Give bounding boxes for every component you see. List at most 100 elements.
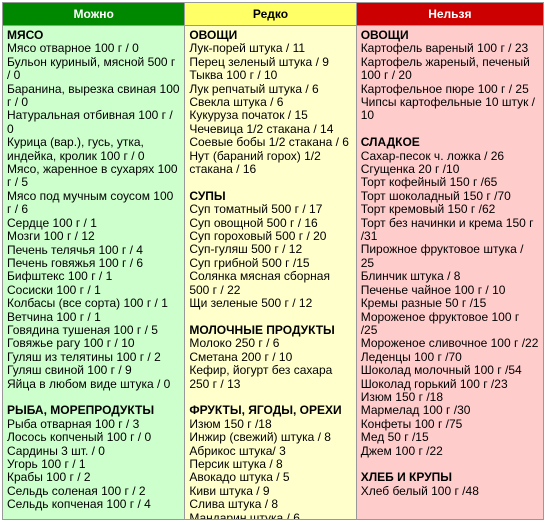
item: Рыба отварная 100 г / 3 <box>7 416 140 431</box>
item: Суп-гуляш 500 г / 12 <box>189 242 303 257</box>
item: Сельдь соленая 100 г / 2 <box>7 483 146 498</box>
item: Сардины 3 шт. / 0 <box>7 443 105 458</box>
item: Лосось копченый 100 г / 0 <box>7 430 152 445</box>
item: Мясо под мучным соусом 100 г / 6 <box>7 188 174 217</box>
item: Бульон куриный, мясной 500 г / 0 <box>7 54 176 83</box>
section: ОВОЩИ Картофель вареный 100 г / 23 Картофе… <box>360 28 539 123</box>
section-title: СУПЫ <box>189 188 226 203</box>
item: Сгущенка 20 г /10 <box>360 162 460 177</box>
item: Кремы разные 50 г /15 <box>360 296 487 311</box>
section-title: РЫБА, МОРЕПРОДУКТЫ <box>7 403 155 418</box>
item: Суп томатный 500 г / 17 <box>189 202 323 217</box>
item: Изюм 150 г /18 <box>189 416 272 431</box>
section: ФРУКТЫ, ЯГОДЫ, ОРЕХИ Изюм 150 г /18 Инжир … <box>189 403 351 519</box>
item: Авокадо штука / 5 <box>189 470 290 485</box>
item: Кукуруза початок / 15 <box>189 108 308 123</box>
item: Конфеты 100 г /75 <box>360 416 463 431</box>
column-body: ОВОЩИ Картофель вареный 100 г / 23 Картофе… <box>356 26 543 519</box>
column-header: Нельзя <box>356 3 543 26</box>
item: Мясо, жаренное в сухарях 100 г / 5 <box>7 162 178 190</box>
section-title: ФРУКТЫ, ЯГОДЫ, ОРЕХИ <box>189 403 342 418</box>
item: Крабы 100 г / 2 <box>7 470 91 485</box>
item: Угорь 100 г / 1 <box>7 456 86 471</box>
column: Редко ОВОЩИ Лук-порей штука / 11 Перец зеле… <box>185 3 357 519</box>
section-title: МЯСО <box>7 28 44 42</box>
item: Картофельное пюре 100 г / 25 <box>360 81 529 96</box>
column-header: Редко <box>185 3 356 26</box>
item: Соевые бобы 1/2 стакана / 6 <box>189 135 349 150</box>
item: Чечевица 1/2 стакана / 14 <box>189 121 334 136</box>
item: Мармелад 100 г /30 <box>360 403 471 418</box>
item: Сахар-песок ч. ложка / 26 <box>360 148 505 163</box>
section-title: ХЛЕБ И КРУПЫ <box>360 470 453 485</box>
column: Нельзя ОВОЩИ Картофель вареный 100 г / 23 К… <box>356 3 543 519</box>
item: Щи зеленые 500 г / 12 <box>189 296 313 311</box>
item: Мороженое фруктовое 100 г /25 <box>360 309 520 337</box>
item: Мандарин штука / 6 <box>189 510 300 519</box>
item: Картофель вареный 100 г / 23 <box>360 41 529 56</box>
section-title: СЛАДКОЕ <box>360 135 420 150</box>
section: СЛАДКОЕ Сахар-песок ч. ложка / 26 Сгущенка… <box>360 135 539 458</box>
item: Бифштекс 100 г / 1 <box>7 269 113 284</box>
item: Лук репчатый штука / 6 <box>189 81 319 96</box>
column: Можно МЯСО Мясо отварное 100 г / 0 Бульон к… <box>3 3 186 519</box>
item: Леденцы 100 г /70 <box>360 349 462 364</box>
item: Кефир, йогурт без сахара 250 г / 13 <box>189 363 333 391</box>
item: Баранина, вырезка свиная 100 г / 0 <box>7 81 180 110</box>
item: Суп гороховый 500 г / 20 <box>189 229 327 244</box>
section-title: ОВОЩИ <box>360 28 409 42</box>
section: СУПЫ Суп томатный 500 г / 17 Суп овощной 5… <box>189 188 351 311</box>
section-title: МОЛОЧНЫЕ ПРОДУКТЫ <box>189 322 335 337</box>
item: Торт кремовый 150 г /62 <box>360 202 496 217</box>
item: Пирожное фруктовое штука / 25 <box>360 242 524 270</box>
item: Перец зеленый штука / 9 <box>189 54 329 69</box>
item: Говядина тушеная 100 г / 5 <box>7 322 158 337</box>
item: Джем 100 г /22 <box>360 443 443 458</box>
item: Суп овощной 500 г / 16 <box>189 215 318 230</box>
item: Изюм 150 г /18 <box>360 389 444 404</box>
item: Чипсы картофельные 10 штук / 10 <box>360 95 535 123</box>
item: Шоколад горький 100 г /23 <box>360 376 508 391</box>
section: ХЛЕБ И КРУПЫ Хлеб белый 100 г /48 <box>360 470 539 498</box>
item: Гуляш из телятины 100 г / 2 <box>7 349 161 364</box>
item: Говяжье рагу 100 г / 10 <box>7 336 135 351</box>
item: Мороженое сливочное 100 г /22 <box>360 336 539 351</box>
item: Нут (бараний горох) 1/2 стакана / 16 <box>189 148 321 177</box>
section: ОВОЩИ Лук-порей штука / 11 Перец зеленый ш… <box>189 28 351 177</box>
item: Мед 50 г /15 <box>360 430 429 445</box>
item: Торт без начинки и крема 150 г /31 <box>360 215 534 244</box>
item: Сметана 200 г / 10 <box>189 349 293 364</box>
item: Торт шоколадный 150 г /70 <box>360 188 511 203</box>
section: МЯСО Мясо отварное 100 г / 0 Бульон курины… <box>7 28 180 391</box>
item: Абрикос штука/ 3 <box>189 443 286 458</box>
item: Сосиски 100 г / 1 <box>7 282 101 297</box>
column-body: ОВОЩИ Лук-порей штука / 11 Перец зеленый ш… <box>185 26 356 519</box>
item: Сердце 100 г / 1 <box>7 215 97 230</box>
item: Курица (вар.), гусь, утка, индейка, крол… <box>7 135 145 163</box>
item: Гуляш свиной 100 г / 9 <box>7 363 132 378</box>
item: Киви штука / 9 <box>189 483 270 498</box>
item: Солянка мясная сборная 500 г / 22 <box>189 269 330 297</box>
section-title: ОВОЩИ <box>189 28 238 42</box>
item: Хлеб белый 100 г /48 <box>360 483 479 498</box>
item: Сельдь копченая 100 г / 4 <box>7 497 151 512</box>
column-header: Можно <box>3 3 185 26</box>
item: Шоколад молочный 100 г /54 <box>360 363 522 378</box>
item: Персик штука / 8 <box>189 456 283 471</box>
item: Слива штука / 8 <box>189 497 279 512</box>
item: Печень телячья 100 г / 4 <box>7 242 143 257</box>
item: Блинчик штука / 8 <box>360 269 461 284</box>
item: Печень говяжья 100 г / 6 <box>7 255 144 270</box>
item: Мозги 100 г / 12 <box>7 229 95 244</box>
item: Молоко 250 г / 6 <box>189 336 280 351</box>
item: Торт кофейный 150 г /65 <box>360 175 498 190</box>
column-body: МЯСО Мясо отварное 100 г / 0 Бульон курины… <box>3 26 185 519</box>
item: Печенье чайное 100 г / 10 <box>360 282 506 297</box>
item: Яйца в любом виде штука / 0 <box>7 376 171 391</box>
item: Суп грибной 500 г /15 <box>189 255 310 270</box>
item: Мясо отварное 100 г / 0 <box>7 41 139 56</box>
item: Лук-порей штука / 11 <box>189 41 306 56</box>
item: Инжир (свежий) штука / 8 <box>189 430 331 445</box>
item: Натуральная отбивная 100 г / 0 <box>7 108 173 136</box>
